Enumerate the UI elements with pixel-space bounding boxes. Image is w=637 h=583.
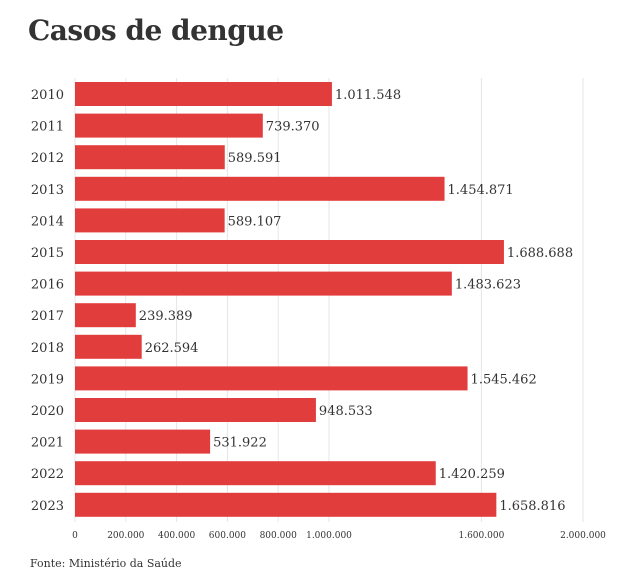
data-label: 531.922 [213, 436, 267, 451]
x-tick-label: 200.000 [107, 531, 144, 541]
data-label: 1.545.462 [471, 372, 537, 387]
category-label: 2014 [31, 214, 64, 229]
bar [75, 113, 263, 138]
bar [75, 398, 316, 422]
x-tick-label: 1.000.000 [306, 531, 352, 541]
category-label: 2020 [31, 404, 64, 419]
data-label: 239.389 [139, 309, 193, 324]
data-label: 1.483.623 [455, 278, 521, 293]
category-label: 2023 [31, 499, 64, 514]
bar [75, 303, 136, 328]
data-label: 1.420.259 [439, 467, 505, 482]
category-label: 2016 [31, 278, 64, 293]
bar [75, 82, 332, 106]
data-label: 1.688.688 [507, 246, 573, 261]
bar [75, 176, 445, 201]
bar [75, 334, 142, 359]
category-label: 2021 [31, 436, 64, 451]
data-label: 1.658.816 [499, 499, 565, 514]
category-label: 2022 [31, 467, 64, 482]
data-label: 1.011.548 [335, 88, 401, 103]
bar [75, 208, 225, 233]
x-tick-label: 0 [72, 531, 78, 541]
x-tick-label: 1.600.000 [458, 531, 504, 541]
bar [75, 429, 211, 454]
data-label: 739.370 [266, 120, 320, 135]
bar [75, 461, 436, 486]
data-label: 948.533 [319, 404, 373, 419]
category-label: 2017 [31, 309, 64, 324]
bar [75, 240, 504, 264]
category-label: 2018 [31, 341, 64, 356]
category-label: 2019 [31, 372, 64, 387]
data-label: 589.591 [228, 151, 282, 166]
data-label: 262.594 [145, 341, 199, 356]
category-label: 2011 [31, 120, 64, 135]
x-tick-label: 800.000 [260, 531, 297, 541]
category-label: 2012 [31, 151, 64, 166]
x-tick-label: 600.000 [209, 531, 246, 541]
bar [75, 492, 497, 517]
data-label: 589.107 [228, 214, 282, 229]
bar [75, 145, 225, 170]
source-note: Fonte: Ministério da Saúde [30, 557, 182, 570]
category-label: 2010 [31, 88, 64, 103]
category-label: 2015 [31, 246, 64, 261]
chart-title: Casos de dengue [28, 14, 284, 47]
category-label: 2013 [31, 183, 64, 198]
x-tick-label: 400.000 [158, 531, 195, 541]
x-tick-label: 2.000.000 [560, 531, 606, 541]
bar [75, 366, 468, 391]
data-label: 1.454.871 [448, 183, 514, 198]
bar [75, 271, 452, 296]
